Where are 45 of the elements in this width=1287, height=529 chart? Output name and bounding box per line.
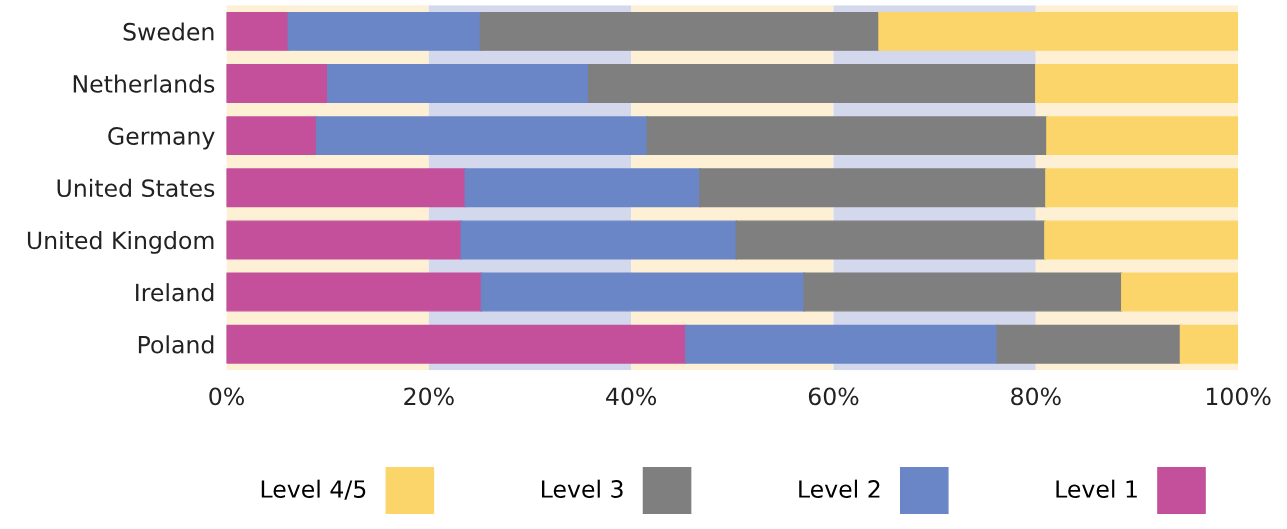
y-tick-label: Netherlands xyxy=(73,74,215,93)
bar xyxy=(464,168,701,208)
bar xyxy=(287,11,482,51)
bar xyxy=(226,272,483,312)
y-tick-label: Germany xyxy=(108,127,215,150)
y-tick-label: Ireland xyxy=(136,283,214,302)
x-tick-label: 0% xyxy=(209,387,244,406)
bar xyxy=(460,220,738,260)
y-tick-label: Poland xyxy=(138,335,214,354)
bar xyxy=(996,324,1182,364)
bar xyxy=(1179,324,1239,364)
bar xyxy=(315,116,649,156)
x-tick-label: 60% xyxy=(808,387,859,406)
y-tick-label: United States xyxy=(57,178,215,198)
x-tick-label: 80% xyxy=(1011,387,1061,406)
y-tick-label: Sweden xyxy=(123,22,214,41)
bar xyxy=(226,11,289,51)
bar xyxy=(646,116,1048,156)
bar xyxy=(226,168,466,208)
bar xyxy=(803,272,1123,312)
bar xyxy=(1035,64,1239,103)
bar xyxy=(685,324,999,364)
bar xyxy=(226,116,318,156)
bar xyxy=(1046,116,1239,156)
bar xyxy=(326,64,590,103)
bar xyxy=(226,324,687,364)
bar xyxy=(226,220,462,260)
bar xyxy=(699,168,1047,208)
bar xyxy=(226,64,329,103)
x-tick-label: 40% xyxy=(606,387,657,406)
legend-label: Level 2 xyxy=(799,479,880,498)
legend-label: Level 4/5 xyxy=(261,479,366,500)
bar xyxy=(587,64,1037,103)
bar xyxy=(480,272,805,312)
bar xyxy=(878,11,1239,51)
x-tick-label: 20% xyxy=(404,387,454,406)
y-tick-label: United Kingdom xyxy=(27,230,214,254)
legend-label: Level 1 xyxy=(1056,479,1137,498)
bar xyxy=(1044,220,1239,260)
legend-label: Level 3 xyxy=(542,479,623,498)
bar xyxy=(1121,272,1239,312)
bar xyxy=(479,11,880,51)
bar xyxy=(735,220,1046,260)
x-tick-label: 100% xyxy=(1206,387,1271,406)
bar xyxy=(1045,168,1239,208)
